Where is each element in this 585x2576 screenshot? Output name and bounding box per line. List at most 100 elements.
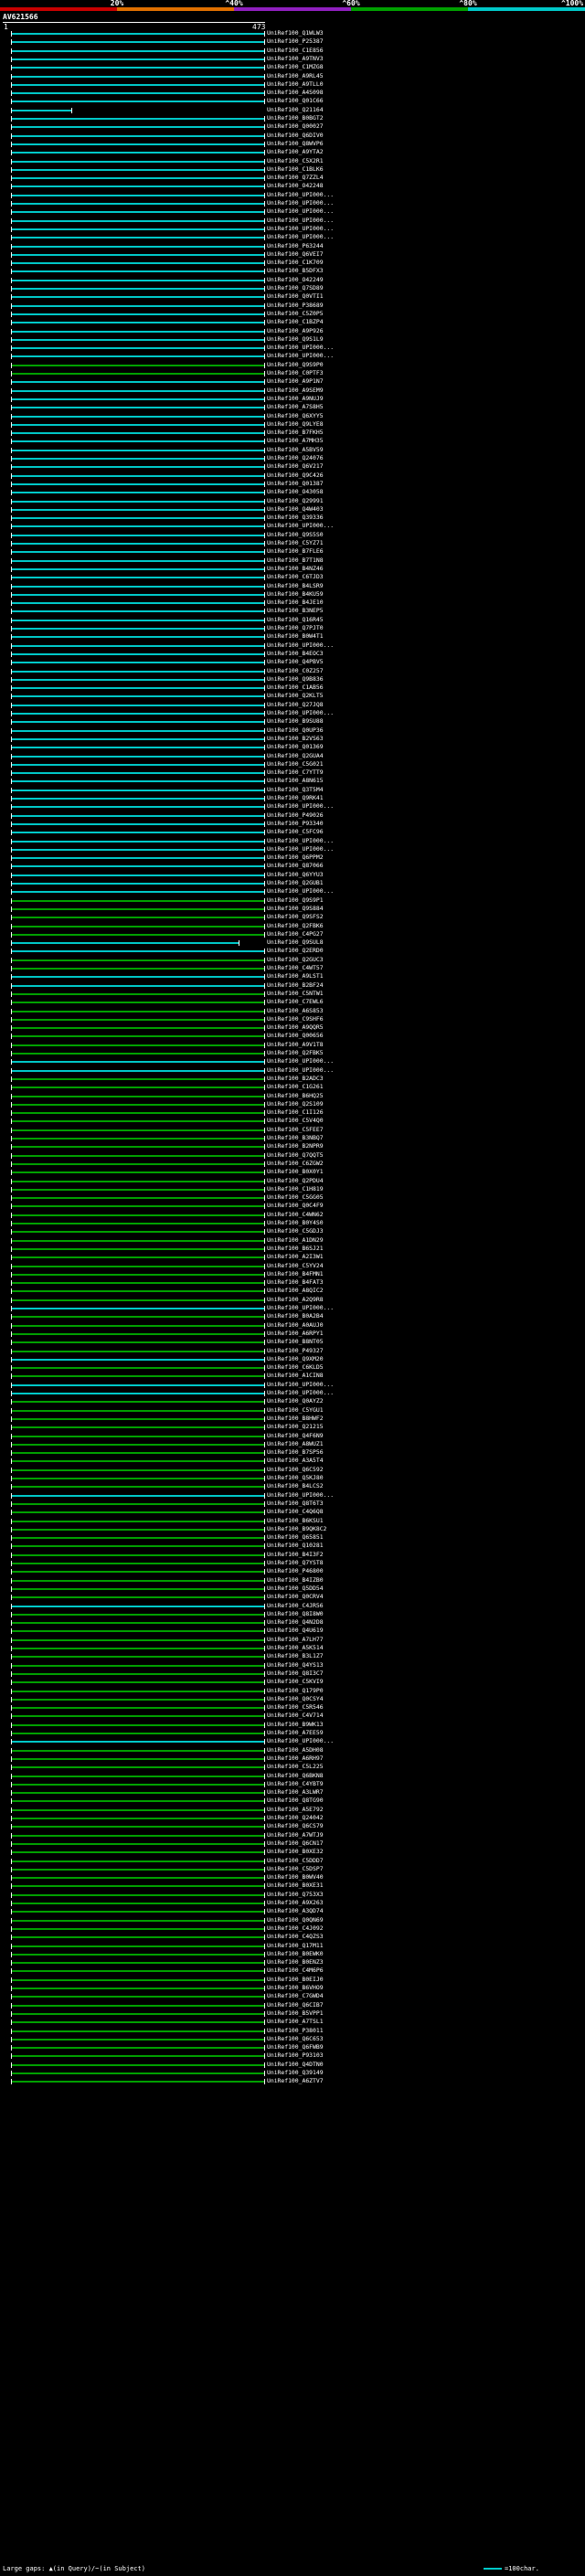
hit-link[interactable]: UniRef100_B0BGT2 [267, 114, 324, 122]
hit-alignment-bar[interactable] [11, 1290, 265, 1293]
hit-alignment-bar[interactable] [11, 126, 265, 129]
hit-alignment-bar[interactable] [11, 865, 265, 868]
hit-link[interactable]: UniRef100_UPI000... [267, 887, 335, 896]
hit-alignment-bar[interactable] [11, 2081, 265, 2083]
hit-link[interactable]: UniRef100_Q6C592 [267, 1465, 324, 1473]
hit-alignment-bar[interactable] [11, 1443, 265, 1446]
hit-link[interactable]: UniRef100_B8HWF2 [267, 1414, 324, 1422]
hit-alignment-bar[interactable] [11, 92, 265, 95]
hit-alignment-bar[interactable] [11, 737, 265, 740]
hit-alignment-bar[interactable] [11, 1494, 265, 1497]
hit-link[interactable]: UniRef100_Q2GUC3 [267, 955, 324, 963]
hit-alignment-bar[interactable] [11, 577, 265, 579]
hit-alignment-bar[interactable] [11, 177, 265, 180]
hit-link[interactable]: UniRef100_C6KLD5 [267, 1363, 324, 1372]
hit-alignment-bar[interactable] [11, 398, 265, 400]
hit-link[interactable]: UniRef100_UPI000... [267, 709, 335, 716]
hit-alignment-bar[interactable] [11, 482, 265, 485]
hit-alignment-bar[interactable] [11, 2021, 265, 2024]
hit-link[interactable]: UniRef100_C5G021 [267, 759, 324, 768]
hit-alignment-bar[interactable] [11, 1223, 265, 1224]
hit-alignment-bar[interactable] [11, 1613, 265, 1616]
hit-link[interactable]: UniRef100_A9QQR5 [267, 1023, 324, 1032]
hit-alignment-bar[interactable] [11, 1138, 265, 1140]
hit-link[interactable]: UniRef100_UPI000... [267, 224, 335, 232]
hit-link[interactable]: UniRef100_UPI000... [267, 199, 335, 207]
hit-link[interactable]: UniRef100_A2Q9R8 [267, 1295, 324, 1303]
hit-link[interactable]: UniRef100_Q2ERD0 [267, 947, 324, 955]
hit-link[interactable]: UniRef100_UPI000... [267, 1304, 335, 1311]
hit-alignment-bar[interactable] [11, 585, 265, 588]
hit-link[interactable]: UniRef100_Q2FBK6 [267, 921, 324, 929]
hit-link[interactable]: UniRef100_C6ZGW2 [267, 1159, 324, 1167]
hit-link[interactable]: UniRef100_P63244 [267, 241, 324, 249]
hit-link[interactable]: UniRef100_UPI000... [267, 352, 335, 360]
hit-link[interactable]: UniRef100_UPI000... [267, 844, 335, 853]
hit-alignment-bar[interactable] [11, 134, 265, 137]
hit-alignment-bar[interactable] [11, 330, 265, 333]
hit-link[interactable]: UniRef100_B6VHO9 [267, 1984, 324, 1991]
hit-link[interactable]: UniRef100_C4WN62 [267, 1210, 324, 1218]
hit-link[interactable]: UniRef100_A9NUJ9 [267, 394, 324, 402]
hit-alignment-bar[interactable] [11, 543, 265, 545]
hit-alignment-bar[interactable] [11, 1903, 265, 1904]
hit-link[interactable]: UniRef100_B4FMN1 [267, 1269, 324, 1277]
hit-alignment-bar[interactable] [11, 1129, 265, 1131]
hit-alignment-bar[interactable] [11, 219, 265, 222]
hit-alignment-bar[interactable] [11, 1502, 265, 1505]
hit-link[interactable]: UniRef100_C7YTT9 [267, 769, 324, 777]
hit-alignment-bar[interactable] [11, 593, 265, 596]
hit-link[interactable]: UniRef100_A8QIC2 [267, 1287, 324, 1295]
hit-alignment-bar[interactable] [11, 1486, 265, 1489]
hit-link[interactable]: UniRef100_UPI000... [267, 1490, 335, 1499]
hit-link[interactable]: UniRef100_P38689 [267, 301, 324, 309]
hit-alignment-bar[interactable] [11, 1435, 265, 1437]
hit-link[interactable]: UniRef100_B8NT05 [267, 1338, 324, 1346]
hit-link[interactable]: UniRef100_C5Z0P5 [267, 309, 324, 317]
hit-link[interactable]: UniRef100_B7SP56 [267, 1448, 324, 1457]
hit-link[interactable]: UniRef100_C6TJD3 [267, 573, 324, 581]
hit-link[interactable]: UniRef100_A7LH77 [267, 1635, 324, 1643]
hit-link[interactable]: UniRef100_C5KVI9 [267, 1678, 324, 1686]
hit-link[interactable]: UniRef100_Q4PBV5 [267, 658, 324, 666]
hit-alignment-bar[interactable] [11, 1681, 265, 1684]
hit-alignment-bar[interactable] [11, 1996, 265, 1998]
hit-link[interactable]: UniRef100_Q9B836 [267, 674, 324, 683]
hit-link[interactable]: UniRef100_C5L225 [267, 1763, 324, 1771]
hit-alignment-bar[interactable] [11, 822, 265, 825]
hit-link[interactable]: UniRef100_Q2KLT5 [267, 692, 324, 700]
hit-link[interactable]: UniRef100_B6HQ25 [267, 1091, 324, 1099]
hit-alignment-bar[interactable] [11, 1571, 265, 1574]
hit-link[interactable]: UniRef100_B4FAT3 [267, 1278, 324, 1287]
hit-link[interactable]: UniRef100_Q7SD89 [267, 284, 324, 292]
hit-link[interactable]: UniRef100_A6ZTV7 [267, 2077, 324, 2085]
hit-alignment-bar[interactable] [11, 517, 265, 520]
hit-alignment-bar[interactable] [11, 1528, 265, 1531]
hit-link[interactable]: UniRef100_C7GWD4 [267, 1992, 324, 2000]
hit-alignment-bar[interactable] [11, 1120, 265, 1123]
hit-alignment-bar[interactable] [11, 1945, 265, 1947]
hit-alignment-bar[interactable] [11, 253, 265, 256]
hit-link[interactable]: UniRef100_Q9C426 [267, 471, 324, 479]
hit-link[interactable]: UniRef100_A6RH97 [267, 1754, 324, 1762]
hit-alignment-bar[interactable] [11, 806, 265, 809]
hit-link[interactable]: UniRef100_UPI000... [267, 1380, 335, 1388]
hit-alignment-bar[interactable] [11, 1715, 265, 1718]
hit-link[interactable]: UniRef100_B9SU88 [267, 717, 324, 726]
hit-link[interactable]: UniRef100_B4LSR9 [267, 581, 324, 589]
hit-alignment-bar[interactable] [11, 1587, 265, 1590]
hit-alignment-bar[interactable] [11, 567, 265, 570]
hit-link[interactable]: UniRef100_A8WUZ1 [267, 1439, 324, 1447]
hit-alignment-bar[interactable] [11, 704, 265, 706]
hit-alignment-bar[interactable] [11, 1061, 265, 1064]
hit-link[interactable]: UniRef100_Q8I3C7 [267, 1669, 324, 1677]
hit-link[interactable]: UniRef100_Q0UP36 [267, 726, 324, 734]
hit-alignment-bar[interactable] [11, 1953, 265, 1956]
hit-alignment-bar[interactable] [11, 203, 265, 205]
hit-alignment-bar[interactable] [11, 687, 265, 690]
hit-link[interactable]: UniRef100_B0XE32 [267, 1848, 324, 1856]
hit-link[interactable]: UniRef100_Q6BKN8 [267, 1771, 324, 1779]
hit-alignment-bar[interactable] [11, 1146, 265, 1149]
hit-link[interactable]: UniRef100_Q6YYU3 [267, 870, 324, 878]
hit-link[interactable]: UniRef100_Q2PDU4 [267, 1176, 324, 1184]
